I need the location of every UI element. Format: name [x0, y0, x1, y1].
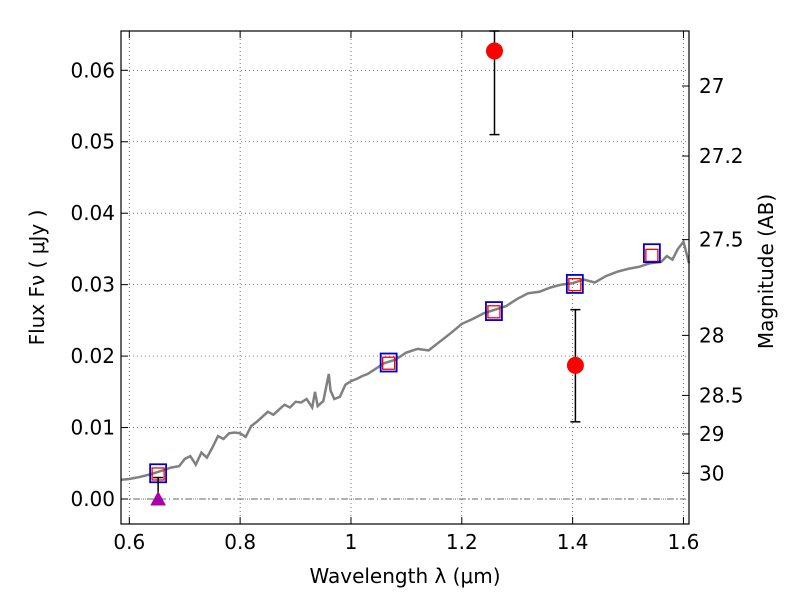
y2-tick-label: 29 [699, 422, 724, 446]
x-tick-label: 0.6 [113, 530, 145, 554]
y2-axis-label: Magnitude (AB) [754, 194, 778, 349]
y-tick-label: 0.00 [70, 487, 115, 511]
synthetic-photometry-marker [565, 274, 584, 294]
y-tick-label: 0.05 [70, 130, 115, 154]
data-markers [149, 30, 661, 506]
y-tick-label: 0.06 [70, 58, 115, 82]
observed-flux-point [566, 356, 584, 374]
y2-tick-label: 27.5 [699, 228, 744, 252]
grid [121, 31, 689, 524]
spectrum-line [120, 239, 691, 481]
y2-tick-label: 27 [699, 74, 724, 98]
y2-axis-ticks: 27 27.2 27.5 28 28.5 29 30 [682, 74, 744, 485]
model-spectrum [120, 239, 691, 481]
plot-frame [120, 30, 690, 525]
x-tick-label: 1.6 [668, 530, 700, 554]
x-tick-label: 0.8 [224, 530, 256, 554]
y2-tick-label: 28 [699, 323, 724, 347]
observed-flux-point [485, 42, 503, 60]
y-axis-label: Flux Fν ( μJy ) [25, 210, 49, 346]
y2-tick-label: 27.2 [699, 144, 744, 168]
model-band-marker [487, 305, 501, 319]
y-tick-label: 0.01 [70, 416, 115, 440]
synthetic-photometry-marker [379, 352, 398, 373]
model-band-marker [382, 356, 396, 370]
model-band-marker [645, 248, 659, 263]
synthetic-photometry-marker [485, 301, 503, 321]
y-axis-ticks: 0.00 0.01 0.02 0.03 0.04 0.05 0.06 [70, 58, 128, 511]
x-tick-label: 1.2 [446, 530, 478, 554]
y-tick-label: 0.03 [70, 273, 115, 297]
synthetic-photometry-marker [642, 243, 661, 264]
y-tick-label: 0.04 [70, 201, 115, 225]
upper-limit-marker [150, 490, 166, 506]
x-axis-label: Wavelength λ (μm) [309, 564, 500, 588]
x-tick-label: 1 [345, 530, 358, 554]
x-tick-label: 1.4 [557, 530, 589, 554]
y-tick-label: 0.02 [70, 344, 115, 368]
y2-tick-label: 30 [699, 461, 724, 485]
x-axis-ticks: 0.6 0.8 1 1.2 1.4 1.6 [113, 31, 699, 554]
y2-tick-label: 28.5 [699, 383, 744, 407]
model-band-marker [568, 277, 582, 292]
